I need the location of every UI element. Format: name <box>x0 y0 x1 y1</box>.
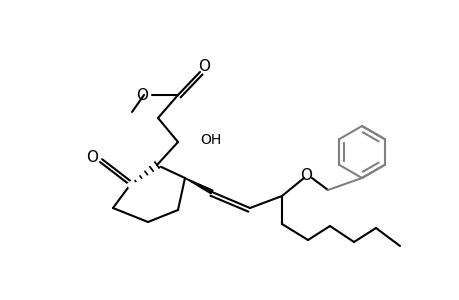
Text: OH: OH <box>200 133 221 147</box>
Text: O: O <box>86 151 98 166</box>
Polygon shape <box>185 178 213 194</box>
Text: O: O <box>136 88 148 103</box>
Text: O: O <box>299 169 311 184</box>
Text: O: O <box>197 58 210 74</box>
